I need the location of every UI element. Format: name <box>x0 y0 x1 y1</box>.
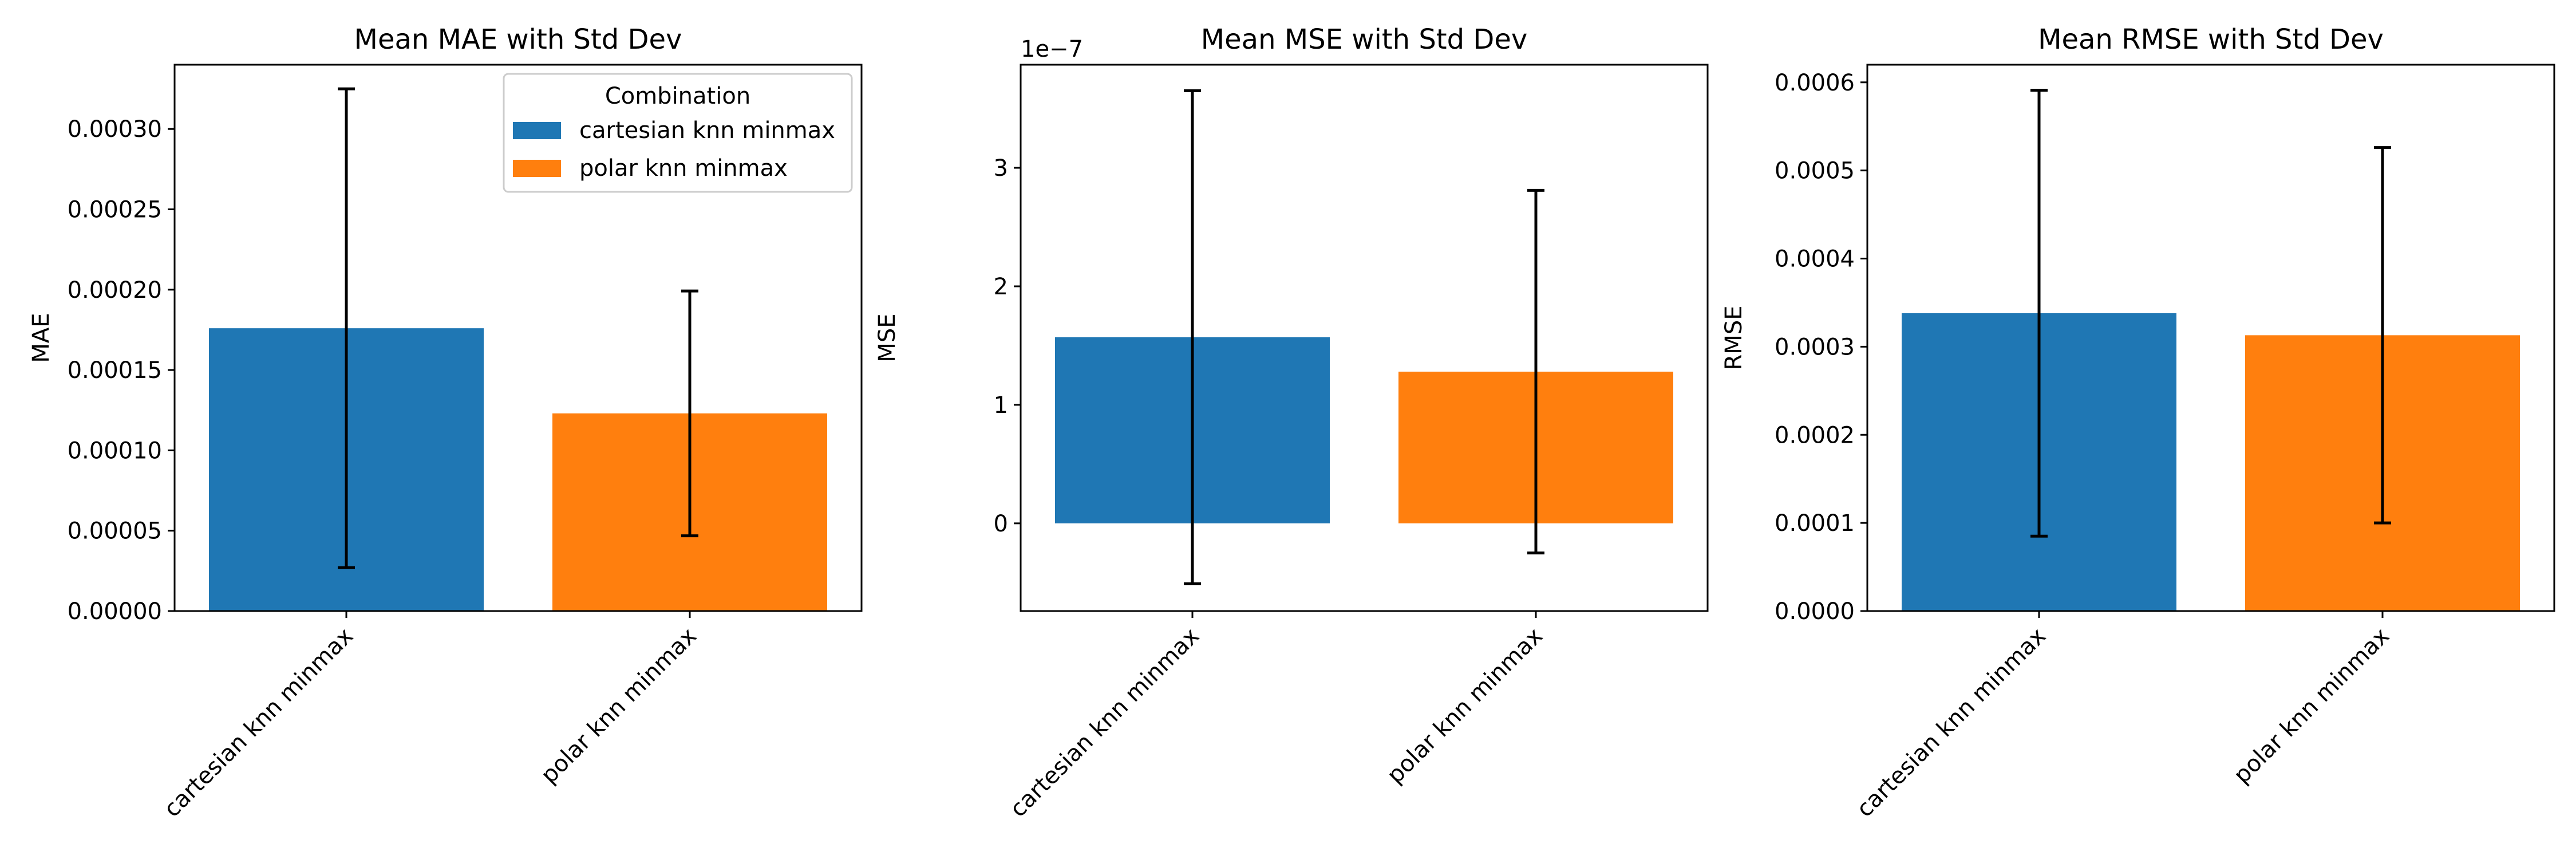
y-tick-label: 0.0006 <box>1775 70 1855 96</box>
y-tick-label: 0.0000 <box>1775 598 1855 625</box>
y-offset-label: 1e−7 <box>1021 36 1083 62</box>
y-tick-label: 0.00030 <box>68 116 162 143</box>
x-tick-label: polar knn minmax <box>1382 623 1548 789</box>
y-tick-label: 0.00000 <box>68 598 162 625</box>
legend-title: Combination <box>605 83 750 109</box>
y-tick-label: 1 <box>994 392 1008 419</box>
y-tick-label: 0.00005 <box>68 518 162 545</box>
legend-frame <box>503 73 853 193</box>
chart-title: Mean MAE with Std Dev <box>354 23 682 56</box>
legend-entry-label: polar knn minmax <box>579 155 788 182</box>
y-axis-label: RMSE <box>1721 306 1747 371</box>
x-tick-label: cartesian knn minmax <box>159 623 359 823</box>
error-bar-1 <box>1184 89 1201 585</box>
y-tick-label: 3 <box>994 155 1008 182</box>
y-tick-label: 0.00010 <box>68 438 162 464</box>
error-bar-1 <box>2030 89 2048 538</box>
y-tick-label: 0 <box>994 511 1008 537</box>
axes-frame <box>173 64 863 612</box>
y-tick-label: 0.0004 <box>1775 246 1855 273</box>
legend-swatch <box>513 160 561 177</box>
y-axis-label: MSE <box>874 313 900 362</box>
y-tick-label: 0.00025 <box>68 197 162 223</box>
x-tick-label: polar knn minmax <box>536 623 702 789</box>
axes-frame <box>1866 64 2555 612</box>
y-tick-label: 2 <box>994 274 1008 300</box>
y-axis-label: MAE <box>28 313 54 362</box>
chart-panel-3: 0.0000 0.0001 0.0002 0.0003 0.0004 0.0005 0.00… <box>1721 23 2555 823</box>
y-tick-label: 0.0002 <box>1775 422 1855 448</box>
y-tick-label: 0.00020 <box>68 277 162 304</box>
x-tick-label: cartesian knn minmax <box>1005 623 1205 823</box>
error-bar-2 <box>681 289 698 538</box>
error-bar-1 <box>338 87 355 569</box>
chart-panel-1: 0.00000 0.00005 0.00010 0.00015 0.00020 0.000… <box>28 23 863 823</box>
chart-panel-2: 0 1 2 3 cartesian knn minmax polar knn minmax… <box>874 23 1709 823</box>
x-tick-label: cartesian knn minmax <box>1852 623 2052 823</box>
legend-swatch <box>513 122 561 139</box>
y-tick-label: 0.0003 <box>1775 334 1855 360</box>
x-tick-label: polar knn minmax <box>2229 623 2395 789</box>
y-tick-label: 0.0005 <box>1775 158 1855 184</box>
legend: Combination cartesian knn minmax polar knn… <box>503 73 853 193</box>
y-tick-label: 0.0001 <box>1775 510 1855 537</box>
chart-title: Mean RMSE with Std Dev <box>2038 23 2384 56</box>
legend-entry-label: cartesian knn minmax <box>579 117 835 144</box>
chart-title: Mean MSE with Std Dev <box>1201 23 1528 56</box>
error-bar-2 <box>1527 188 1544 555</box>
y-tick-label: 0.00015 <box>68 357 162 384</box>
error-bar-2 <box>2374 146 2391 525</box>
axes-frame <box>1020 64 1709 612</box>
